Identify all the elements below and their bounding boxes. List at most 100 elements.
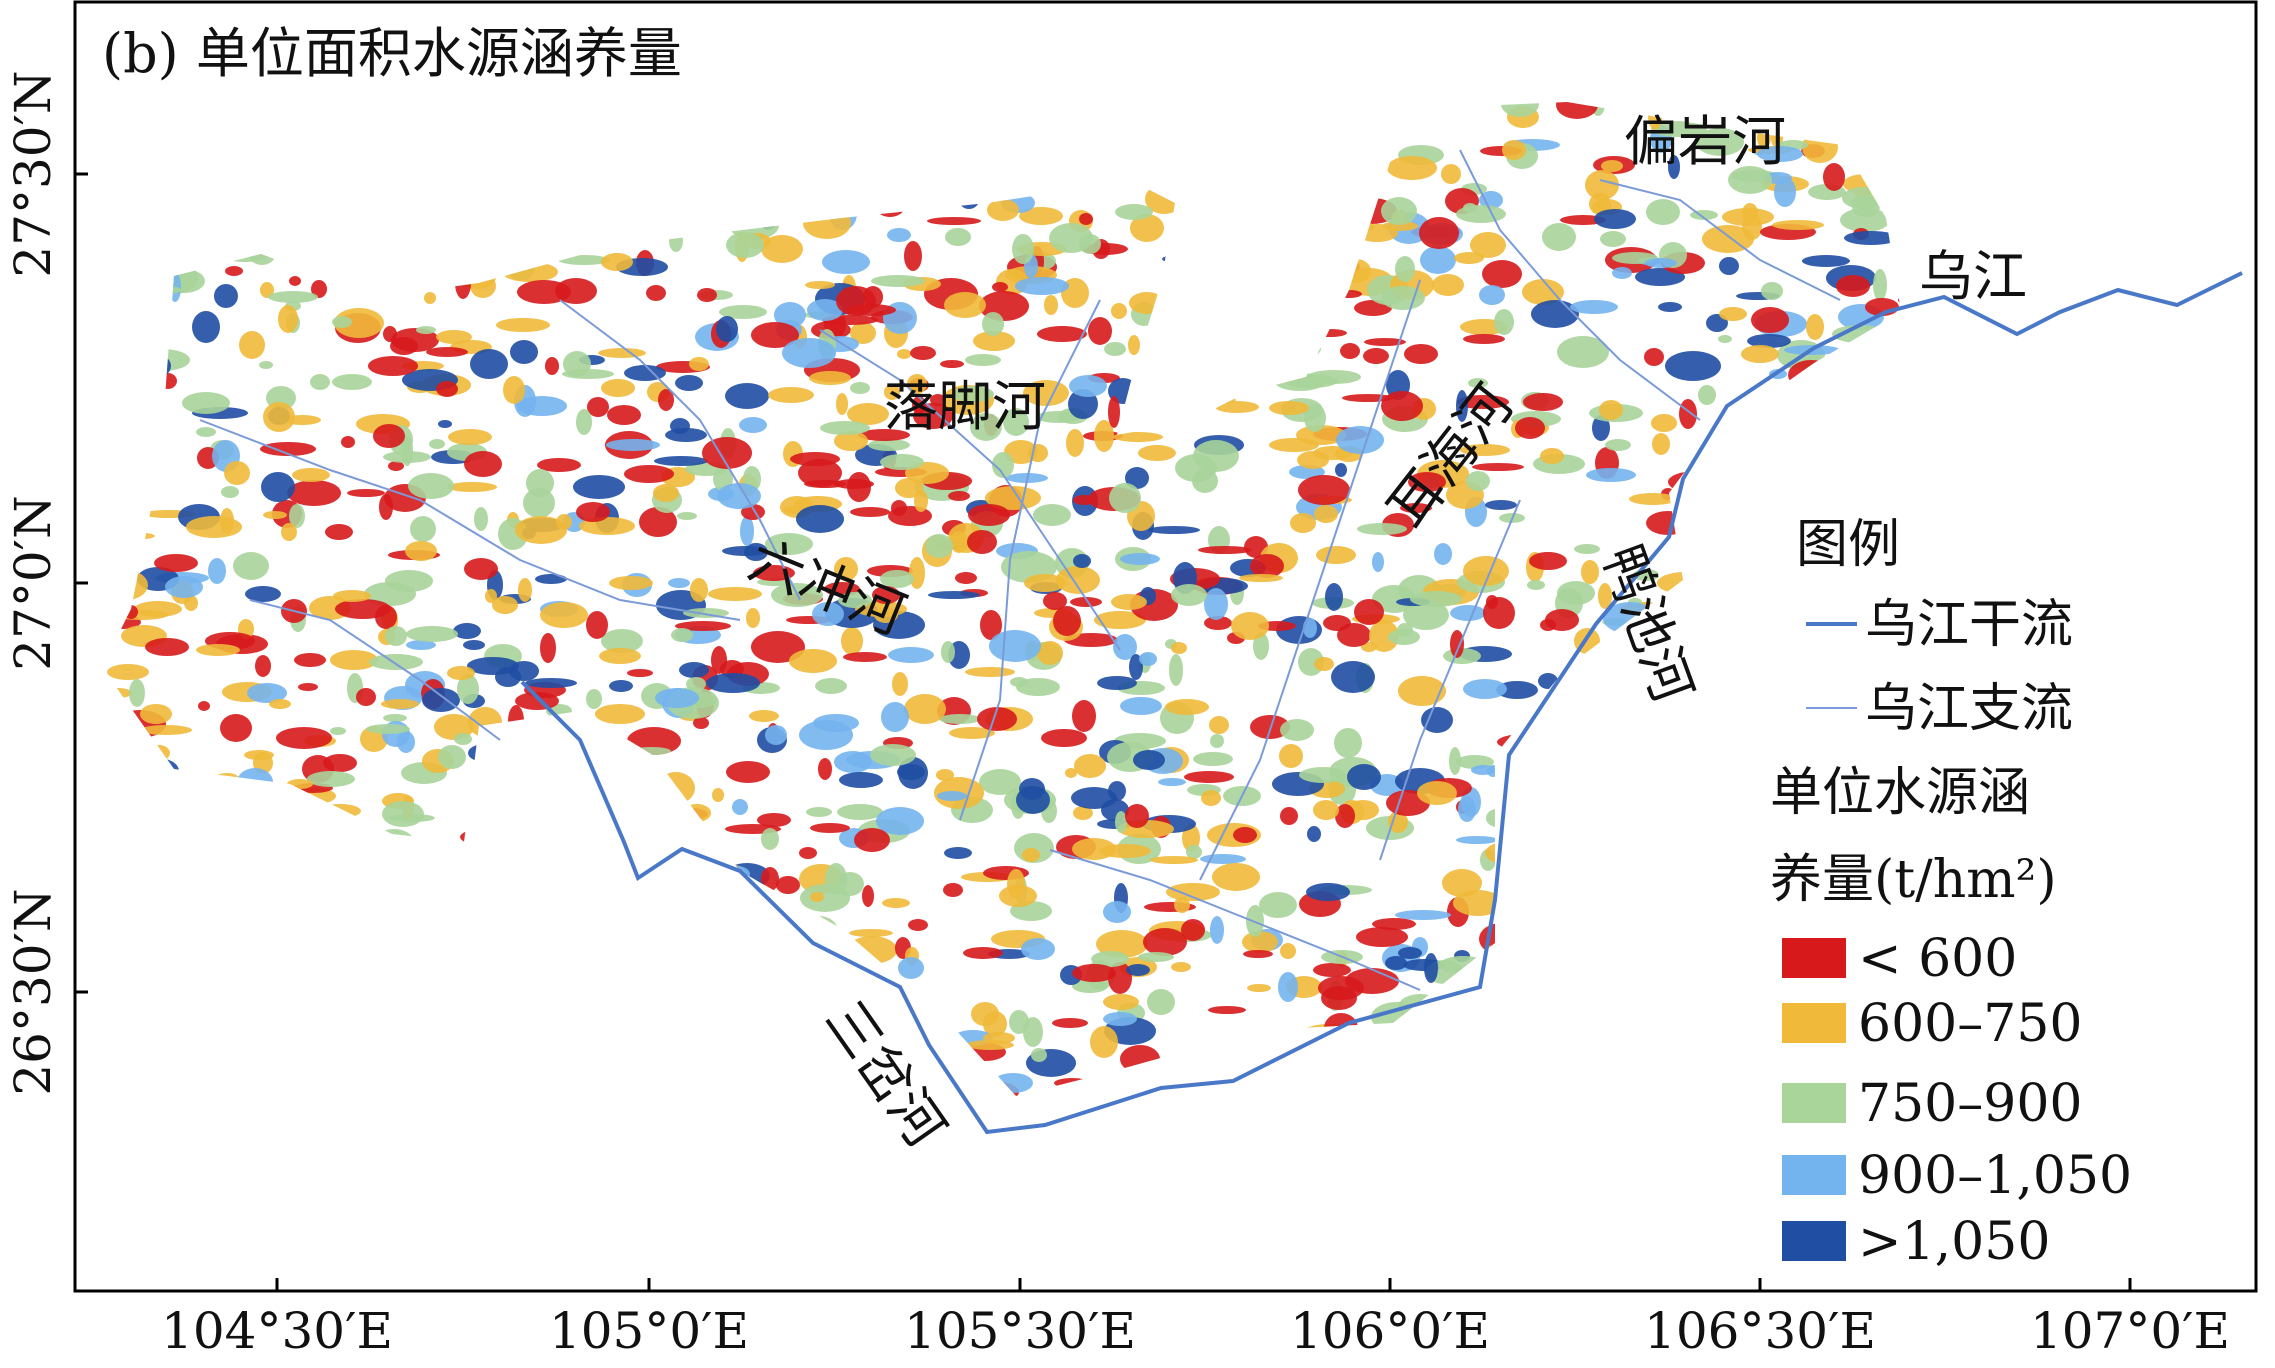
raster-patch	[1477, 1099, 1529, 1119]
raster-patch	[319, 804, 361, 818]
raster-patch	[1441, 164, 1461, 184]
raster-patch	[628, 812, 676, 842]
raster-patch	[1486, 595, 1498, 609]
raster-patch	[354, 955, 368, 985]
raster-patch	[987, 199, 1019, 221]
raster-patch	[449, 923, 501, 939]
raster-patch	[226, 177, 238, 189]
raster-patch	[387, 107, 435, 121]
raster-patch	[726, 761, 770, 783]
raster-patch	[1525, 967, 1579, 981]
raster-patch	[1103, 111, 1127, 143]
raster-patch	[438, 420, 452, 428]
raster-patch	[109, 714, 135, 724]
x-tick-label: 104°30′E	[161, 1302, 393, 1360]
raster-patch	[1592, 415, 1610, 441]
raster-patch	[936, 769, 954, 781]
raster-patch	[809, 187, 839, 217]
raster-patch	[319, 90, 353, 100]
raster-patch	[102, 455, 117, 483]
raster-patch	[653, 484, 679, 502]
raster-patch	[1349, 238, 1361, 252]
x-tick-label: 107°0′E	[2030, 1302, 2230, 1360]
raster-patch	[1251, 358, 1263, 368]
raster-patch	[639, 507, 677, 537]
raster-patch	[470, 349, 508, 379]
raster-patch	[1358, 1091, 1378, 1096]
raster-patch	[1667, 810, 1707, 828]
raster-patch	[1544, 867, 1586, 879]
raster-patch	[761, 867, 779, 891]
raster-patch	[1580, 678, 1608, 704]
raster-patch	[1159, 180, 1201, 194]
raster-patch	[1215, 401, 1259, 413]
raster-patch	[1298, 136, 1346, 156]
raster-patch	[120, 974, 168, 994]
raster-patch	[1385, 956, 1407, 970]
raster-patch	[102, 482, 133, 492]
raster-patch	[1745, 822, 1763, 850]
raster-patch	[1449, 747, 1461, 775]
raster-patch	[122, 150, 148, 180]
raster-patch	[775, 187, 813, 219]
raster-patch	[408, 473, 454, 499]
raster-patch	[943, 883, 963, 897]
raster-patch	[609, 680, 633, 692]
raster-patch	[1740, 907, 1758, 915]
raster-patch	[1693, 696, 1735, 716]
raster-patch	[311, 925, 365, 941]
raster-patch	[1823, 163, 1845, 191]
raster-patch	[219, 241, 265, 253]
raster-patch	[1646, 199, 1680, 225]
raster-patch	[125, 829, 175, 851]
raster-patch	[515, 516, 567, 544]
raster-patch	[657, 772, 695, 804]
raster-patch	[624, 465, 674, 483]
raster-patch	[1188, 191, 1204, 211]
raster-patch	[816, 1062, 832, 1080]
raster-patch	[1250, 554, 1284, 578]
raster-patch	[1269, 401, 1309, 415]
raster-patch	[1722, 102, 1756, 106]
raster-patch	[1744, 972, 1760, 990]
raster-patch	[278, 305, 298, 333]
raster-patch	[1154, 1099, 1180, 1127]
raster-patch	[776, 876, 800, 894]
raster-patch	[1357, 523, 1407, 535]
raster-patch	[644, 1052, 672, 1070]
raster-patch	[281, 523, 297, 541]
raster-patch	[1574, 685, 1624, 711]
raster-patch	[589, 158, 609, 166]
raster-patch	[1838, 383, 1892, 405]
raster-patch	[1347, 764, 1381, 790]
raster-patch	[1213, 102, 1229, 103]
raster-patch	[1304, 404, 1326, 432]
raster-patch	[287, 480, 341, 506]
raster-patch	[1381, 286, 1425, 310]
raster-patch	[518, 927, 530, 943]
raster-patch	[1668, 155, 1680, 179]
raster-patch	[1210, 916, 1224, 944]
raster-patch	[1825, 392, 1861, 404]
raster-patch	[1299, 767, 1347, 783]
raster-patch	[578, 134, 590, 150]
raster-patch	[1306, 883, 1350, 901]
raster-patch	[1534, 915, 1564, 923]
raster-patch	[471, 122, 499, 154]
raster-patch	[316, 986, 346, 1018]
raster-patch	[1542, 223, 1576, 251]
raster-patch	[1259, 892, 1297, 918]
raster-patch	[341, 436, 355, 448]
raster-patch	[1658, 302, 1682, 312]
raster-patch	[1356, 182, 1372, 210]
raster-patch	[834, 431, 868, 451]
raster-patch	[1586, 468, 1636, 482]
raster-patch	[129, 1101, 165, 1111]
raster-patch	[1155, 377, 1209, 403]
raster-patch	[1718, 335, 1732, 343]
raster-patch	[1682, 981, 1718, 991]
raster-patch	[106, 914, 154, 936]
raster-patch	[495, 942, 523, 966]
raster-patch	[247, 683, 287, 703]
raster-patch	[1463, 679, 1507, 699]
